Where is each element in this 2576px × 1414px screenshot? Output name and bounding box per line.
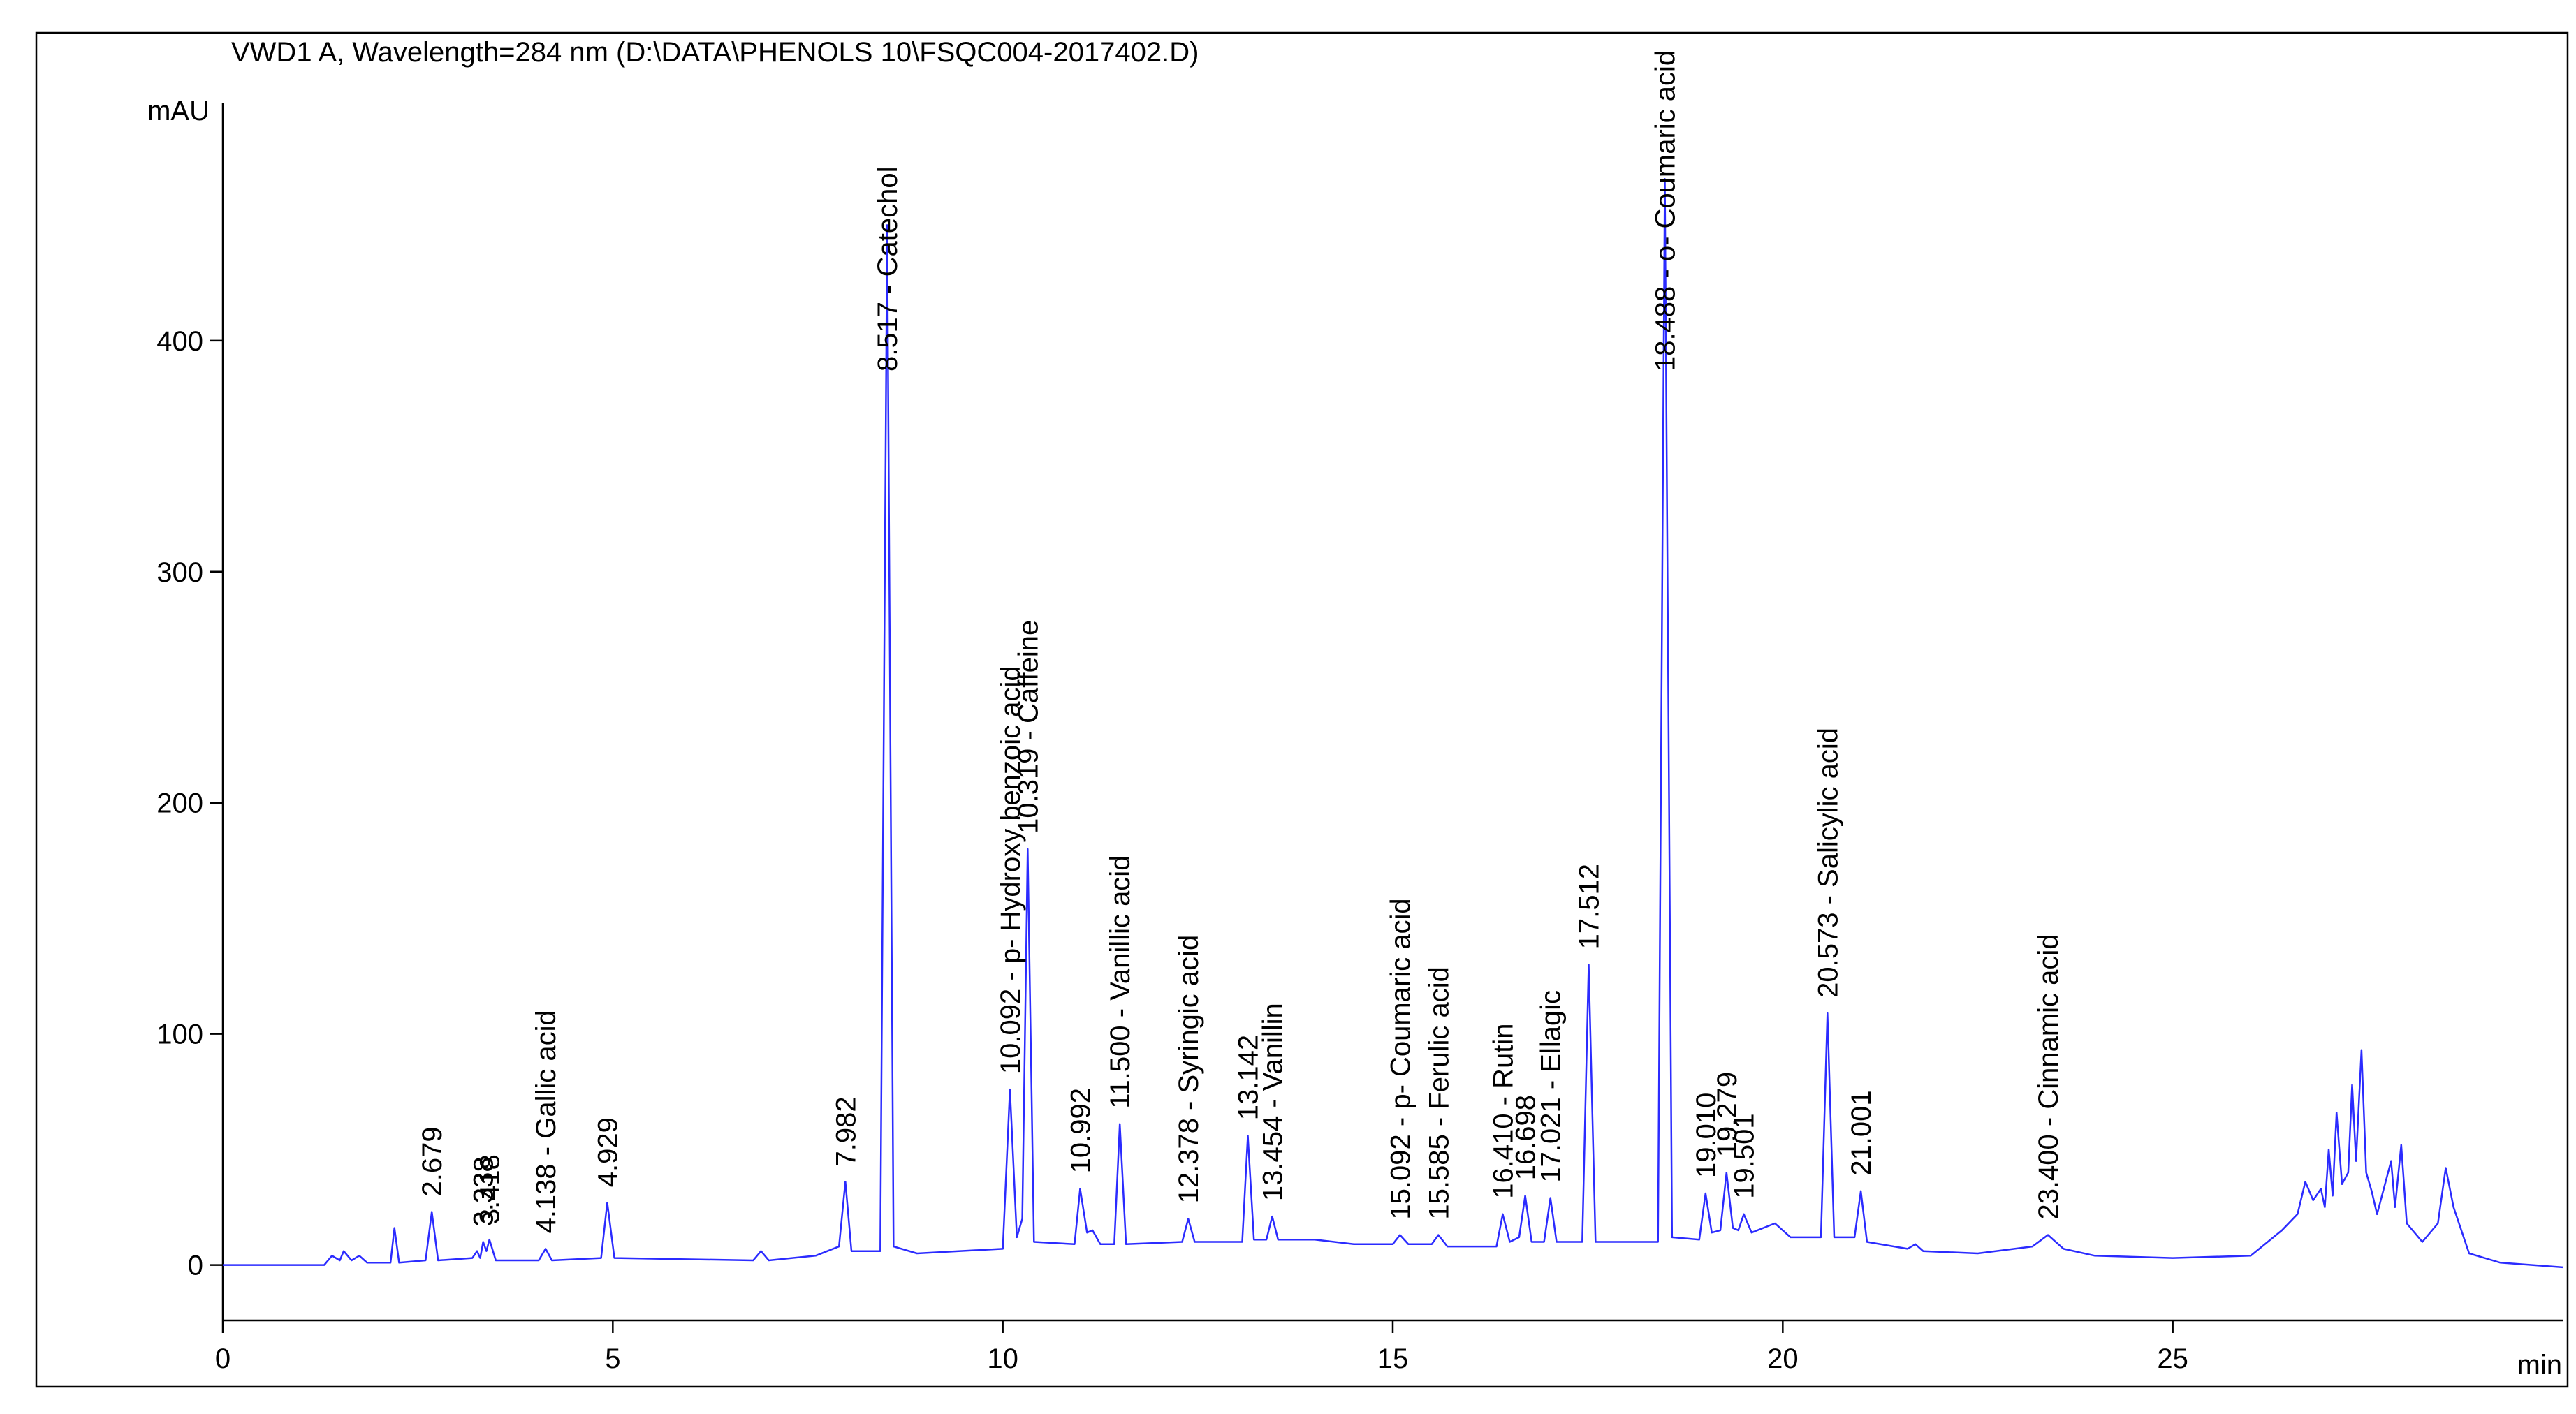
peak-label: 17.021 - Ellagic	[1536, 990, 1567, 1183]
peak-label: 16.410 - Rutin	[1488, 1023, 1518, 1198]
y-axis-label: mAU	[147, 96, 210, 126]
peak-label: 16.698	[1511, 1095, 1542, 1180]
y-tick-label: 300	[156, 557, 203, 588]
peak-label: 18.488 - o- Coumaric acid	[1650, 50, 1681, 371]
peak-label: 13.142	[1234, 1035, 1264, 1120]
x-tick-label: 25	[2157, 1343, 2188, 1374]
y-tick-label: 200	[156, 788, 203, 819]
y-tick-label: 400	[156, 326, 203, 357]
x-tick-label: 15	[1377, 1343, 1409, 1374]
peak-label: 11.500 - Vanillic acid	[1105, 855, 1136, 1109]
peak-label: 3.418	[475, 1154, 506, 1224]
peak-label: 20.573 - Salicylic acid	[1813, 728, 1843, 998]
x-tick-label: 0	[215, 1343, 230, 1374]
peak-label: 10.319 - Caffeine	[1013, 620, 1044, 834]
peak-label: 12.378 - Syringic acid	[1173, 935, 1204, 1204]
peak-label: 4.138 - Gallic acid	[531, 1010, 562, 1233]
peak-label: 19.010	[1691, 1093, 1722, 1178]
trace	[223, 177, 2563, 1269]
peak-label: 4.929	[592, 1117, 623, 1187]
y-tick-label: 0	[188, 1251, 203, 1281]
peak-label: 2.679	[417, 1126, 448, 1196]
x-tick-label: 10	[987, 1343, 1018, 1374]
peak-label: 19.279	[1712, 1072, 1743, 1157]
peak-label: 8.517 - Catechol	[872, 167, 903, 372]
peak-label: 15.585 - Ferulic acid	[1424, 966, 1454, 1219]
peak-label: 7.982	[830, 1096, 861, 1166]
frame	[35, 31, 2569, 1388]
peak-label: 10.092 - p- Hydroxy benzoic acid	[995, 665, 1026, 1074]
y-tick-label: 100	[156, 1019, 203, 1050]
chart-title: VWD1 A, Wavelength=284 nm (D:\DATA\PHENO…	[231, 37, 1199, 68]
peak-label: 15.092 - p- Coumaric acid	[1385, 898, 1416, 1219]
peak-label: 13.454 - Vanillin	[1257, 1003, 1288, 1201]
peak-label: 23.400 - Cinnamic acid	[2033, 934, 2064, 1219]
peak-label: 19.501	[1729, 1113, 1760, 1198]
peak-label: 21.001	[1846, 1090, 1877, 1175]
peak-label: 17.512	[1574, 864, 1605, 949]
x-tick-label: 5	[605, 1343, 620, 1374]
x-axis-label: min	[2517, 1350, 2562, 1380]
x-tick-label: 20	[1767, 1343, 1799, 1374]
peak-label: 10.992	[1065, 1088, 1096, 1173]
peak-label: 3.338	[469, 1156, 499, 1226]
